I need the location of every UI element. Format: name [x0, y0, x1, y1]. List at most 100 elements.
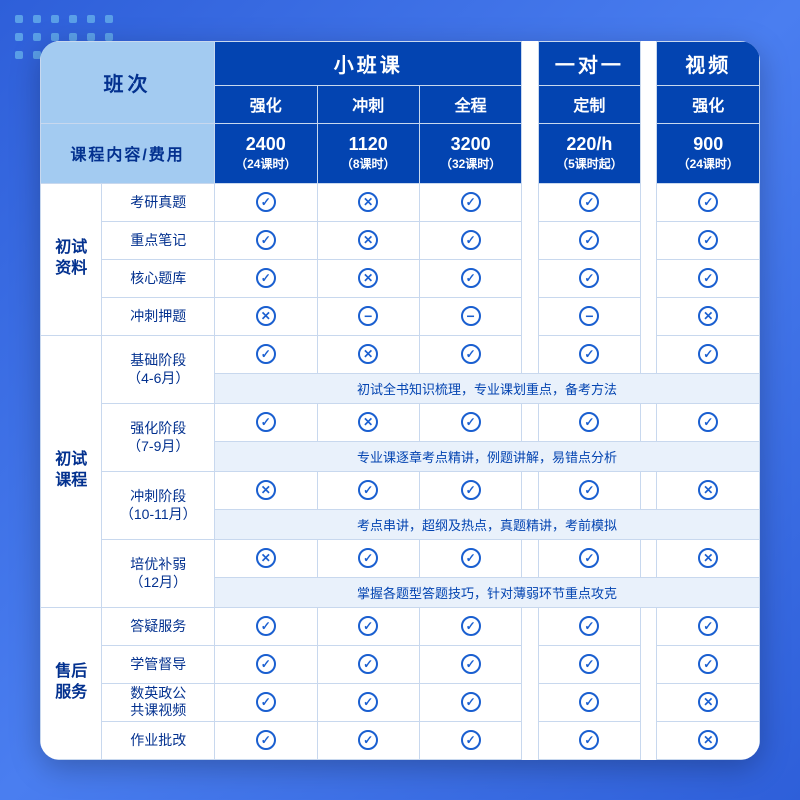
cell	[657, 683, 760, 721]
cell	[657, 607, 760, 645]
check-icon	[461, 548, 481, 568]
phase-desc: 考点串讲，超纲及热点，真题精讲，考前模拟	[215, 509, 760, 539]
cell	[317, 183, 419, 221]
minus-icon	[579, 306, 599, 326]
cell	[419, 403, 521, 441]
cat-cell: 售后服务	[41, 607, 102, 759]
cell	[317, 539, 419, 577]
cell	[538, 607, 640, 645]
cell	[657, 645, 760, 683]
check-icon	[358, 548, 378, 568]
cell	[657, 297, 760, 335]
phase-desc: 掌握各题型答题技巧，针对薄弱环节重点攻克	[215, 577, 760, 607]
check-icon	[256, 268, 276, 288]
cell	[419, 335, 521, 373]
cell	[317, 683, 419, 721]
minus-icon	[358, 306, 378, 326]
row-label: 重点笔记	[102, 221, 215, 259]
check-icon	[579, 692, 599, 712]
cell	[538, 721, 640, 759]
check-icon	[698, 616, 718, 636]
check-icon	[579, 412, 599, 432]
cell	[215, 471, 317, 509]
check-icon	[461, 654, 481, 674]
check-icon	[358, 730, 378, 750]
cell	[215, 721, 317, 759]
cell	[317, 471, 419, 509]
phase-label: 强化阶段（7-9月）	[102, 403, 215, 471]
cell	[657, 221, 760, 259]
cell	[215, 403, 317, 441]
cell	[317, 297, 419, 335]
check-icon	[698, 192, 718, 212]
cell	[538, 335, 640, 373]
cell	[538, 259, 640, 297]
cell	[215, 221, 317, 259]
cross-icon	[698, 306, 718, 326]
cell	[657, 259, 760, 297]
check-icon	[579, 548, 599, 568]
check-icon	[461, 344, 481, 364]
cross-icon	[698, 480, 718, 500]
check-icon	[256, 192, 276, 212]
cell	[657, 335, 760, 373]
cell	[538, 683, 640, 721]
header-group-video: 视频	[657, 41, 760, 85]
price-1: 1120（8课时）	[317, 123, 419, 183]
header-sub-1: 冲刺	[317, 85, 419, 123]
row-label: 答疑服务	[102, 607, 215, 645]
cell	[317, 721, 419, 759]
cross-icon	[358, 192, 378, 212]
header-sub-0: 强化	[215, 85, 317, 123]
check-icon	[698, 344, 718, 364]
cross-icon	[698, 730, 718, 750]
cell	[419, 297, 521, 335]
check-icon	[579, 730, 599, 750]
header-sub-4: 强化	[657, 85, 760, 123]
comparison-table: 班次 小班课 一对一 视频 强化 冲刺 全程 定制 强化 课程内容/费用 240…	[40, 41, 760, 760]
cell	[419, 607, 521, 645]
header-group-small-class: 小班课	[215, 41, 522, 85]
cell	[538, 403, 640, 441]
cross-icon	[256, 480, 276, 500]
row-label: 考研真题	[102, 183, 215, 221]
check-icon	[358, 616, 378, 636]
header-group-one-on-one: 一对一	[538, 41, 640, 85]
cell	[215, 335, 317, 373]
cell	[538, 221, 640, 259]
cell	[657, 471, 760, 509]
check-icon	[461, 412, 481, 432]
cell	[215, 539, 317, 577]
check-icon	[461, 192, 481, 212]
header-sub-3: 定制	[538, 85, 640, 123]
check-icon	[461, 268, 481, 288]
cell	[317, 403, 419, 441]
check-icon	[256, 344, 276, 364]
check-icon	[358, 692, 378, 712]
check-icon	[579, 480, 599, 500]
cross-icon	[358, 344, 378, 364]
cell	[215, 607, 317, 645]
comparison-panel: 班次 小班课 一对一 视频 强化 冲刺 全程 定制 强化 课程内容/费用 240…	[40, 41, 760, 760]
cell	[419, 259, 521, 297]
cell	[317, 221, 419, 259]
check-icon	[256, 654, 276, 674]
price-3: 220/h（5课时起）	[538, 123, 640, 183]
cell	[419, 683, 521, 721]
check-icon	[461, 692, 481, 712]
check-icon	[256, 616, 276, 636]
cell	[419, 539, 521, 577]
cell	[538, 297, 640, 335]
cell	[538, 645, 640, 683]
check-icon	[698, 654, 718, 674]
check-icon	[256, 230, 276, 250]
cell	[657, 403, 760, 441]
price-4: 900（24课时）	[657, 123, 760, 183]
cell	[215, 183, 317, 221]
cell	[317, 335, 419, 373]
cell	[317, 607, 419, 645]
cell	[215, 645, 317, 683]
check-icon	[256, 412, 276, 432]
header-sub-2: 全程	[419, 85, 521, 123]
check-icon	[358, 480, 378, 500]
